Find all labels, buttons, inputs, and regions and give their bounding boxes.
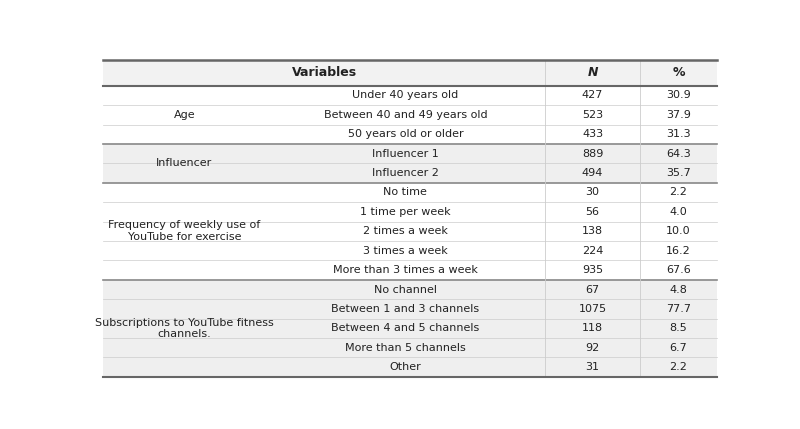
Text: 427: 427 [582,91,603,100]
Text: 6.7: 6.7 [670,343,687,353]
Text: 37.9: 37.9 [666,110,691,120]
Text: Variables: Variables [291,66,357,79]
Text: 77.7: 77.7 [666,304,691,314]
Text: No time: No time [383,187,427,197]
Text: 16.2: 16.2 [666,246,691,256]
Text: Between 1 and 3 channels: Between 1 and 3 channels [331,304,479,314]
Text: 2.2: 2.2 [670,187,687,197]
Text: 30: 30 [586,187,600,197]
Text: 4.8: 4.8 [670,284,687,295]
Text: 433: 433 [582,129,603,139]
Text: Between 40 and 49 years old: Between 40 and 49 years old [323,110,487,120]
Text: Under 40 years old: Under 40 years old [352,91,458,100]
Text: 1075: 1075 [578,304,606,314]
Text: 2.2: 2.2 [670,362,687,372]
Text: Other: Other [390,362,422,372]
Text: 67.6: 67.6 [666,265,691,275]
Text: 56: 56 [586,207,600,217]
Text: No channel: No channel [374,284,437,295]
Text: Subscriptions to YouTube fitness
channels.: Subscriptions to YouTube fitness channel… [95,317,274,339]
Text: 3 times a week: 3 times a week [363,246,448,256]
Text: N: N [587,66,598,79]
Text: Influencer 2: Influencer 2 [372,168,439,178]
Text: 31: 31 [586,362,600,372]
Text: Between 4 and 5 channels: Between 4 and 5 channels [331,323,479,333]
Text: 50 years old or older: 50 years old or older [347,129,463,139]
Text: Frequency of weekly use of
YouTube for exercise: Frequency of weekly use of YouTube for e… [108,221,261,242]
Text: 92: 92 [586,343,600,353]
Text: 523: 523 [582,110,603,120]
Text: 4.0: 4.0 [670,207,687,217]
Text: 1 time per week: 1 time per week [360,207,450,217]
Text: Influencer 1: Influencer 1 [372,149,438,159]
Text: 2 times a week: 2 times a week [363,227,448,236]
Text: 30.9: 30.9 [666,91,691,100]
Text: 889: 889 [582,149,603,159]
Text: More than 3 times a week: More than 3 times a week [333,265,478,275]
Text: 138: 138 [582,227,603,236]
Text: 935: 935 [582,265,603,275]
Text: 31.3: 31.3 [666,129,691,139]
Text: %: % [672,66,685,79]
Text: 35.7: 35.7 [666,168,691,178]
Text: Age: Age [174,110,195,120]
Text: 64.3: 64.3 [666,149,691,159]
Text: 8.5: 8.5 [670,323,687,333]
Text: More than 5 channels: More than 5 channels [345,343,466,353]
Text: 118: 118 [582,323,603,333]
Text: 67: 67 [586,284,600,295]
Text: 494: 494 [582,168,603,178]
Text: 224: 224 [582,246,603,256]
Text: 10.0: 10.0 [666,227,691,236]
Text: Influencer: Influencer [156,158,213,168]
Bar [103,60,717,86]
